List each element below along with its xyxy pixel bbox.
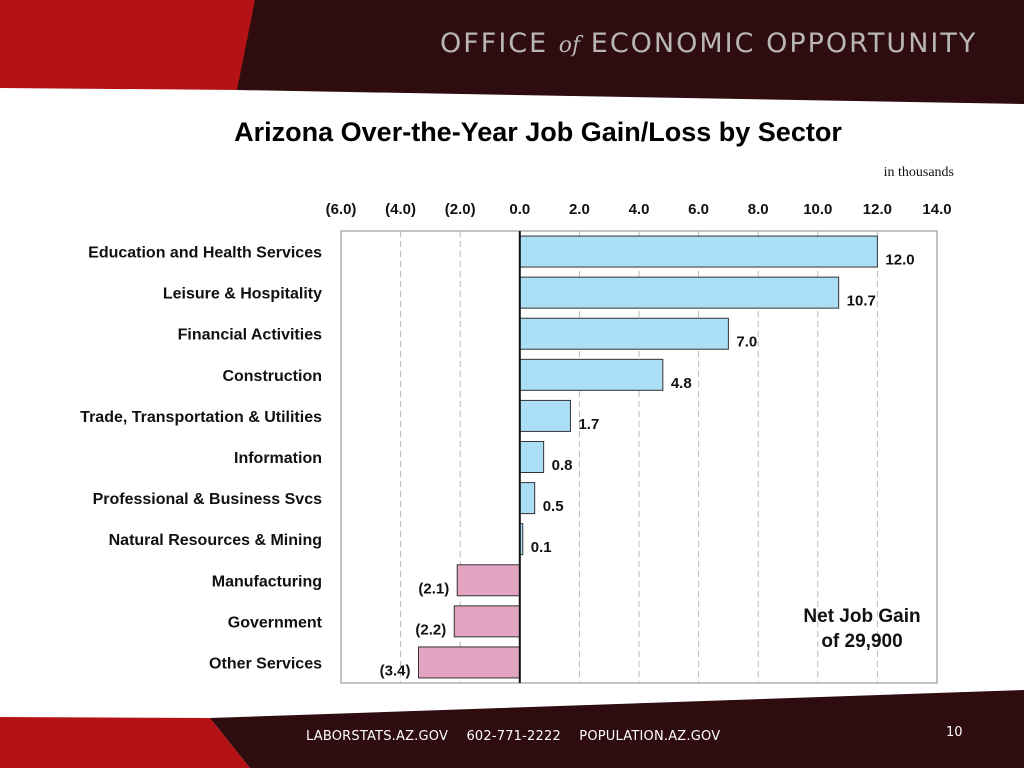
header-red-shape [0,0,258,90]
bar-gain [519,358,664,391]
page-number: 10 [946,725,963,740]
net-job-gain-callout: Net Job Gain of 29,900 [776,604,948,654]
category-label: Education and Health Services [88,245,322,262]
category-label: Government [228,614,323,631]
x-tick-label: 0.0 [509,201,530,218]
bar-gain [519,482,536,515]
data-label: 1.7 [578,416,599,433]
category-label: Other Services [209,655,322,672]
category-label: Trade, Transportation & Utilities [80,409,322,426]
units-note: in thousands [883,165,954,180]
callout-line-1: Net Job Gain [803,606,921,627]
data-label: 12.0 [885,252,914,269]
data-label: 4.8 [671,375,692,392]
data-label: (2.2) [415,621,446,638]
x-tick-label: 12.0 [863,201,892,218]
chart-title: Arizona Over-the-Year Job Gain/Loss by S… [234,117,842,147]
x-tick-label: 4.0 [629,201,650,218]
callout-line-2: of 29,900 [821,631,903,652]
x-tick-label: 10.0 [803,201,832,218]
x-tick-label: 6.0 [688,201,709,218]
category-label: Manufacturing [212,573,322,590]
data-label: 0.1 [531,539,552,556]
category-label: Financial Activities [178,327,322,344]
data-label: 0.8 [552,457,573,474]
bar-loss [417,646,521,679]
data-label: 0.5 [543,498,564,515]
category-label: Leisure & Hospitality [163,286,322,303]
header-banner [0,0,1024,104]
x-tick-label: (2.0) [445,201,476,218]
x-tick-label: 2.0 [569,201,590,218]
phone-number: 602-771-2222 [466,729,561,744]
bar-gain [519,317,729,350]
data-label: 10.7 [847,293,876,310]
category-label: Information [234,450,322,467]
x-tick-label: 14.0 [922,201,951,218]
x-tick-label: 8.0 [748,201,769,218]
x-tick-label: (6.0) [326,201,357,218]
data-label: (3.4) [380,662,411,679]
bar-gain [519,441,545,473]
bar-gain [519,399,571,432]
bar-loss [453,605,521,638]
footer-links: LABORSTATS.AZ.GOV 602-771-2222 POPULATIO… [306,729,734,744]
header-maroon-shape [237,0,1024,104]
category-label: Construction [222,368,322,385]
bar-loss [456,564,521,597]
org-name: OFFICE of ECONOMIC OPPORTUNITY [440,28,978,59]
population-link[interactable]: POPULATION.AZ.GOV [579,729,721,744]
category-label: Natural Resources & Mining [109,532,322,549]
bar-gain [519,276,840,309]
data-label: (2.1) [418,580,449,597]
data-label: 7.0 [736,334,757,351]
laborstats-link[interactable]: LABORSTATS.AZ.GOV [306,729,449,744]
bar-gain [519,235,878,268]
category-label: Professional & Business Svcs [93,491,323,508]
x-tick-label: (4.0) [385,201,416,218]
